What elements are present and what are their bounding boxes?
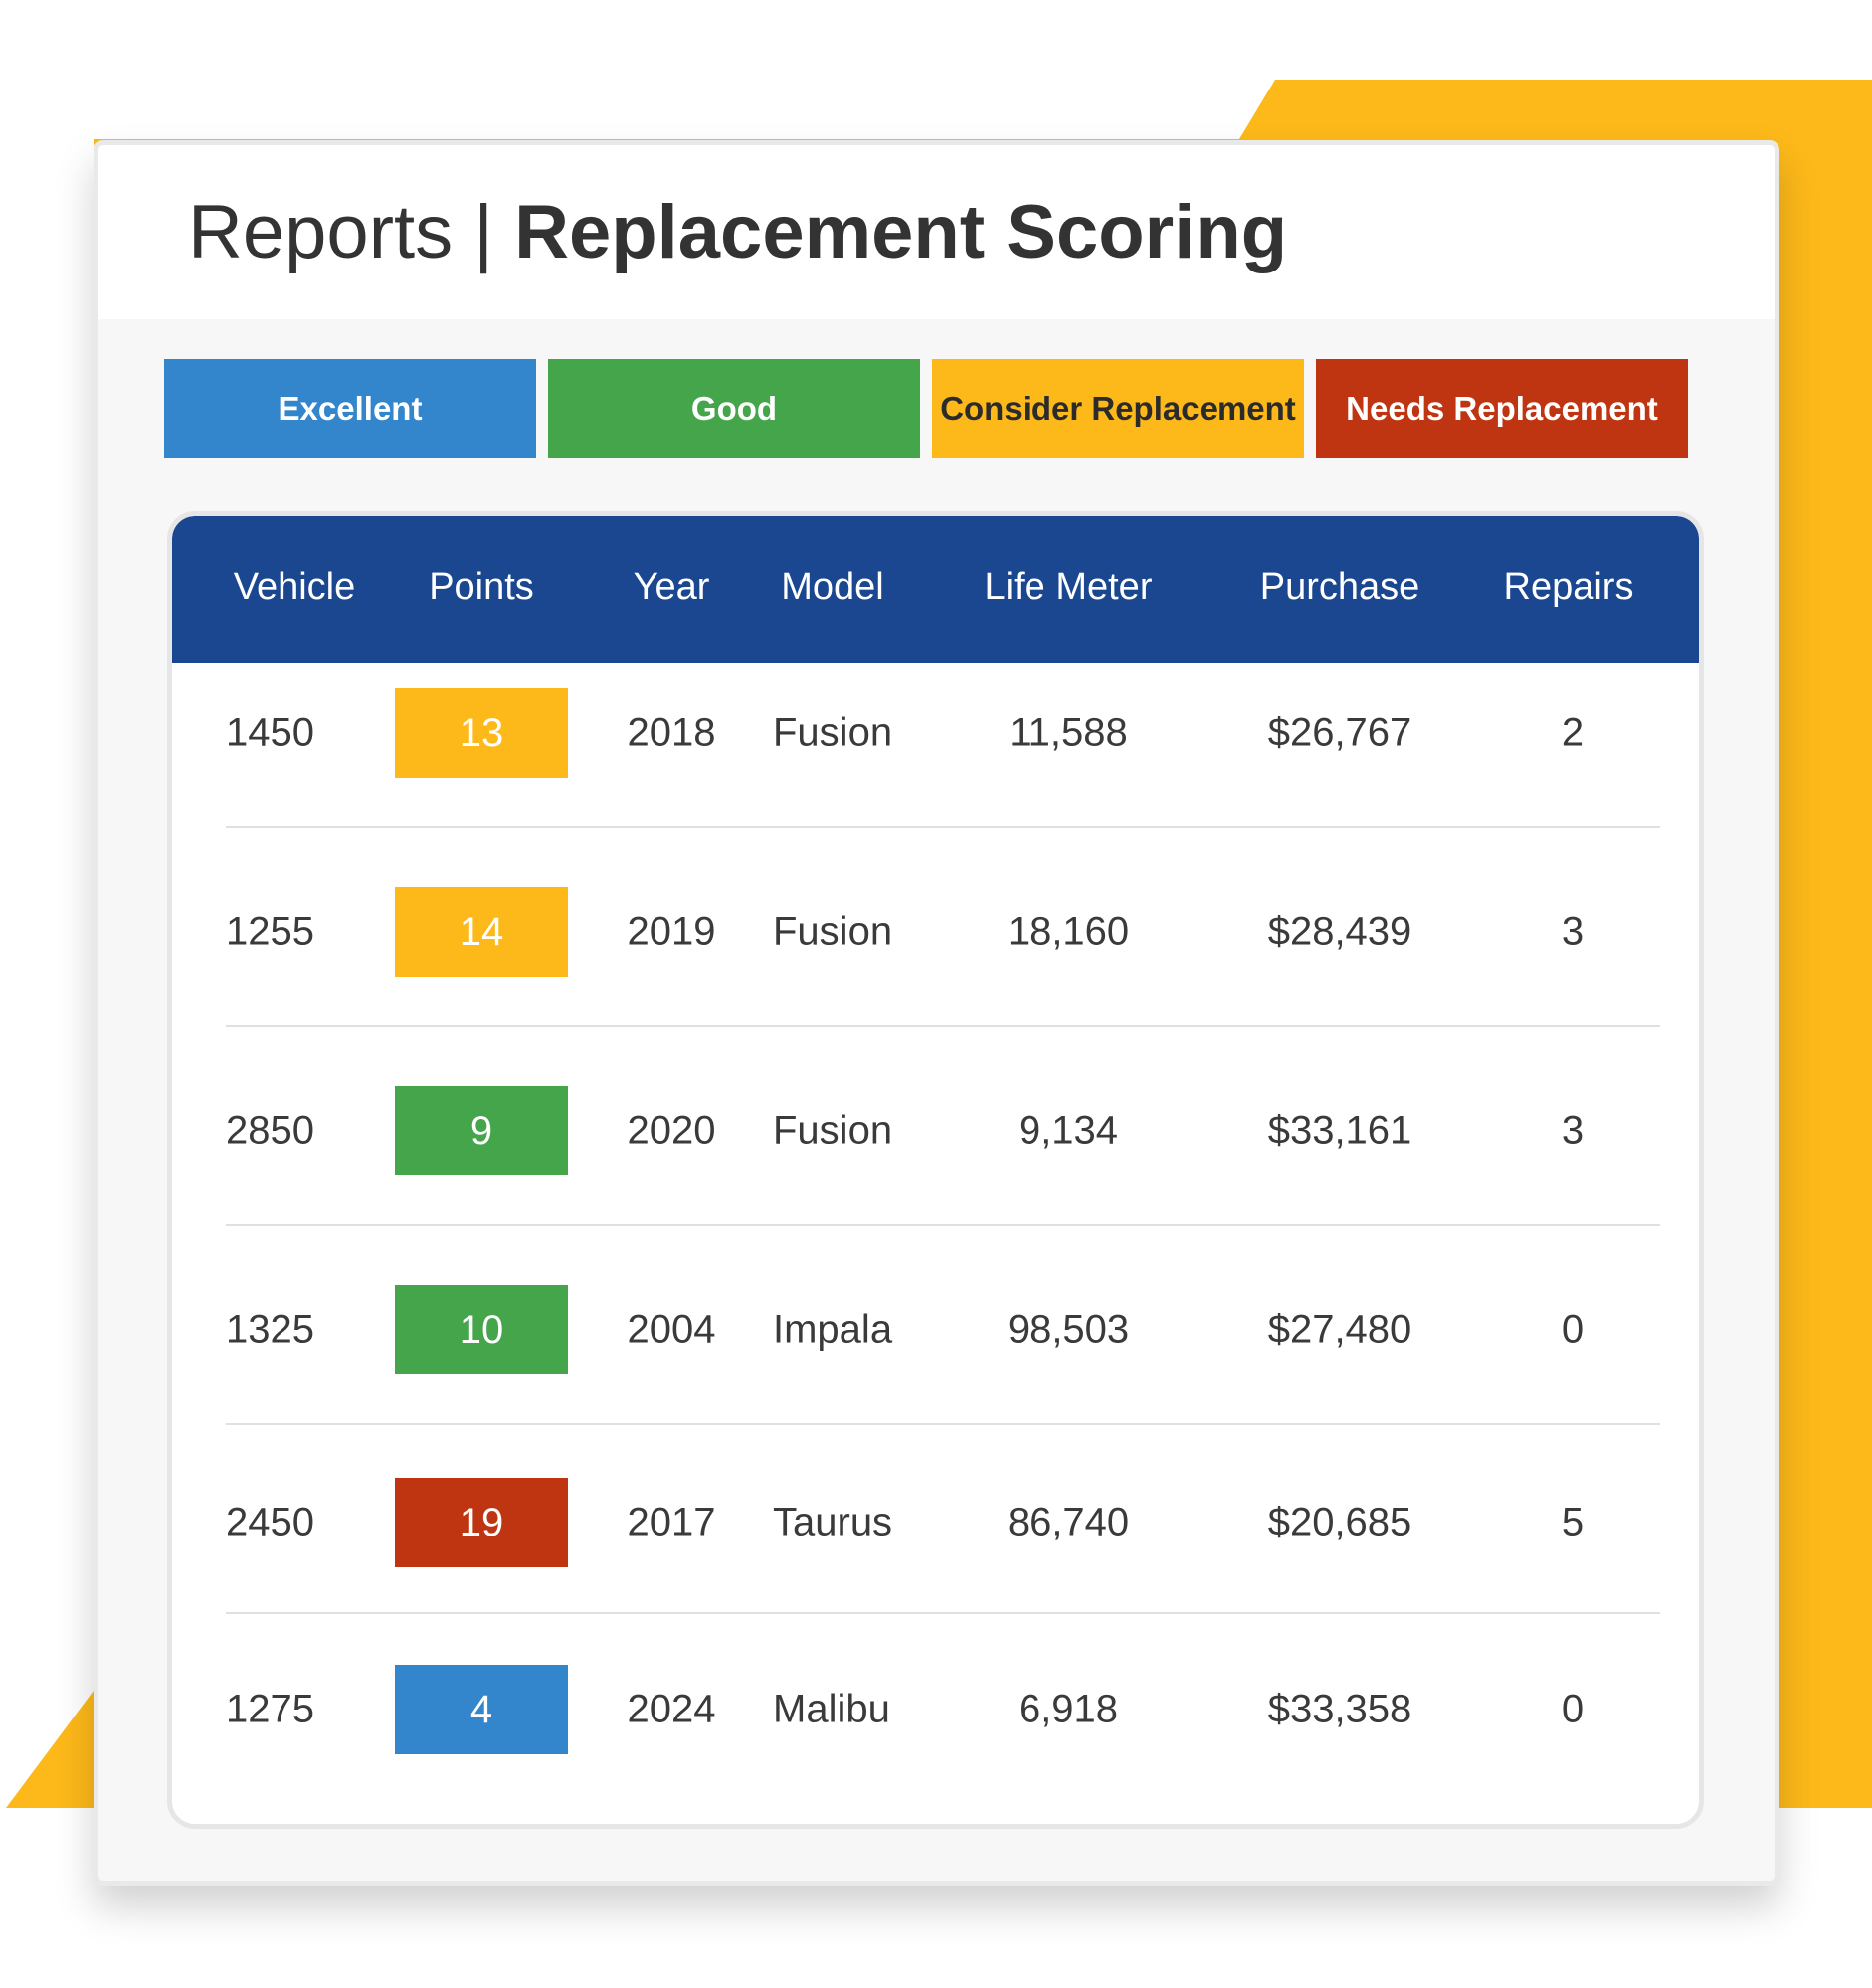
cell-repairs: 2 <box>1561 710 1585 755</box>
cell-purchase: $28,439 <box>1267 909 1412 954</box>
row-divider <box>226 1025 1660 1027</box>
cell-vehicle: 2850 <box>226 1108 314 1153</box>
cell-model: Malibu <box>773 1687 890 1731</box>
vehicle-table: Vehicle Points Year Model Life Meter Pur… <box>167 511 1704 1829</box>
column-header-vehicle[interactable]: Vehicle <box>233 566 356 608</box>
legend-label: Excellent <box>278 390 423 427</box>
cell-repairs: 0 <box>1561 1687 1585 1731</box>
page-title: Reports | Replacement Scoring <box>188 195 1287 271</box>
column-header-year[interactable]: Year <box>633 566 710 608</box>
legend-label: Needs Replacement <box>1346 390 1658 427</box>
column-header-purchase[interactable]: Purchase <box>1259 566 1420 608</box>
legend-consider-replacement: Consider Replacement <box>932 359 1304 458</box>
cell-life-meter: 98,503 <box>1007 1307 1130 1352</box>
legend-excellent: Excellent <box>164 359 536 458</box>
legend-label: Consider Replacement <box>940 390 1296 427</box>
legend-label: Good <box>690 390 778 427</box>
row-divider <box>226 1423 1660 1425</box>
cell-repairs: 0 <box>1561 1307 1585 1352</box>
cell-purchase: $20,685 <box>1267 1500 1412 1544</box>
cell-vehicle: 1450 <box>226 710 314 755</box>
points-badge: 4 <box>395 1665 568 1754</box>
page-title-name: Replacement Scoring <box>514 190 1288 274</box>
column-header-life-meter[interactable]: Life Meter <box>984 566 1153 608</box>
cell-life-meter: 86,740 <box>1007 1500 1130 1544</box>
cell-year: 2004 <box>627 1307 716 1352</box>
column-header-model[interactable]: Model <box>781 566 884 608</box>
cell-model: Fusion <box>773 1108 893 1153</box>
cell-year: 2019 <box>627 909 716 954</box>
cell-year: 2018 <box>627 710 716 755</box>
cell-repairs: 3 <box>1561 909 1585 954</box>
cell-year: 2024 <box>627 1687 716 1731</box>
cell-life-meter: 11,588 <box>1009 710 1128 755</box>
table-header: Vehicle Points Year Model Life Meter Pur… <box>172 516 1699 663</box>
row-divider <box>226 1612 1660 1614</box>
cell-model: Impala <box>773 1307 893 1352</box>
page-title-section: Reports | <box>188 190 515 274</box>
cell-repairs: 3 <box>1561 1108 1585 1153</box>
cell-vehicle: 2450 <box>226 1500 314 1544</box>
cell-repairs: 5 <box>1561 1500 1585 1544</box>
report-card: Reports | Replacement Scoring Excellent … <box>94 140 1779 1886</box>
cell-year: 2020 <box>627 1108 716 1153</box>
legend-good: Good <box>548 359 920 458</box>
points-badge: 14 <box>395 887 568 977</box>
legend-needs-replacement: Needs Replacement <box>1316 359 1688 458</box>
points-badge: 9 <box>395 1086 568 1175</box>
cell-purchase: $27,480 <box>1267 1307 1412 1352</box>
cell-purchase: $33,161 <box>1267 1108 1412 1153</box>
row-divider <box>226 826 1660 828</box>
cell-life-meter: 9,134 <box>1018 1108 1119 1153</box>
cell-vehicle: 1275 <box>226 1687 314 1731</box>
cell-vehicle: 1325 <box>226 1307 314 1352</box>
cell-purchase: $33,358 <box>1267 1687 1412 1731</box>
column-header-points[interactable]: Points <box>429 566 534 608</box>
cell-model: Fusion <box>773 710 893 755</box>
cell-life-meter: 6,918 <box>1018 1687 1119 1731</box>
score-legend: Excellent Good Consider Replacement Need… <box>164 359 1688 458</box>
points-badge: 10 <box>395 1285 568 1374</box>
points-badge: 19 <box>395 1478 568 1567</box>
row-divider <box>226 1224 1660 1226</box>
card-header: Reports | Replacement Scoring <box>98 145 1775 319</box>
cell-model: Fusion <box>773 909 893 954</box>
points-badge: 13 <box>395 688 568 778</box>
cell-life-meter: 18,160 <box>1007 909 1130 954</box>
cell-purchase: $26,767 <box>1267 710 1412 755</box>
cell-vehicle: 1255 <box>226 909 314 954</box>
cell-year: 2017 <box>627 1500 716 1544</box>
cell-model: Taurus <box>773 1500 893 1544</box>
column-header-repairs[interactable]: Repairs <box>1503 566 1634 608</box>
